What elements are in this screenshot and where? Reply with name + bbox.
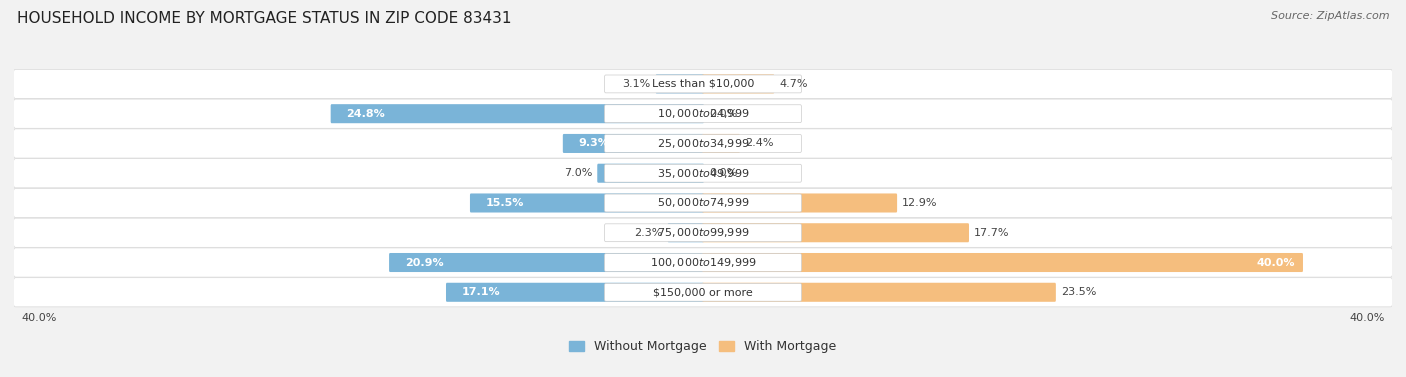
FancyBboxPatch shape — [605, 164, 801, 182]
Text: 17.7%: 17.7% — [974, 228, 1010, 238]
Text: 2.4%: 2.4% — [745, 138, 773, 149]
FancyBboxPatch shape — [702, 253, 1303, 272]
Text: 20.9%: 20.9% — [405, 257, 443, 268]
FancyBboxPatch shape — [470, 193, 704, 213]
FancyBboxPatch shape — [446, 283, 704, 302]
Text: 24.8%: 24.8% — [346, 109, 385, 119]
FancyBboxPatch shape — [605, 135, 801, 152]
FancyBboxPatch shape — [598, 164, 704, 183]
FancyBboxPatch shape — [605, 224, 801, 242]
FancyBboxPatch shape — [389, 253, 704, 272]
Text: Less than $10,000: Less than $10,000 — [652, 79, 754, 89]
FancyBboxPatch shape — [605, 194, 801, 212]
Text: 17.1%: 17.1% — [461, 287, 501, 297]
FancyBboxPatch shape — [702, 283, 1056, 302]
FancyBboxPatch shape — [668, 223, 704, 242]
Text: 9.3%: 9.3% — [579, 138, 610, 149]
Text: $75,000 to $99,999: $75,000 to $99,999 — [657, 226, 749, 239]
Text: 15.5%: 15.5% — [486, 198, 524, 208]
Text: Source: ZipAtlas.com: Source: ZipAtlas.com — [1271, 11, 1389, 21]
FancyBboxPatch shape — [13, 99, 1393, 128]
Text: $25,000 to $34,999: $25,000 to $34,999 — [657, 137, 749, 150]
Text: 2.3%: 2.3% — [634, 228, 662, 238]
Legend: Without Mortgage, With Mortgage: Without Mortgage, With Mortgage — [564, 336, 842, 359]
Text: 7.0%: 7.0% — [564, 168, 592, 178]
FancyBboxPatch shape — [13, 218, 1393, 247]
Text: 0.0%: 0.0% — [709, 109, 737, 119]
FancyBboxPatch shape — [702, 223, 969, 242]
FancyBboxPatch shape — [605, 254, 801, 271]
Text: $50,000 to $74,999: $50,000 to $74,999 — [657, 196, 749, 210]
Text: $10,000 to $24,999: $10,000 to $24,999 — [657, 107, 749, 120]
Text: 12.9%: 12.9% — [903, 198, 938, 208]
FancyBboxPatch shape — [13, 278, 1393, 307]
FancyBboxPatch shape — [13, 69, 1393, 98]
FancyBboxPatch shape — [13, 188, 1393, 218]
FancyBboxPatch shape — [702, 134, 740, 153]
Text: 3.1%: 3.1% — [623, 79, 651, 89]
Text: 40.0%: 40.0% — [1256, 257, 1295, 268]
FancyBboxPatch shape — [605, 284, 801, 301]
Text: $150,000 or more: $150,000 or more — [654, 287, 752, 297]
Text: HOUSEHOLD INCOME BY MORTGAGE STATUS IN ZIP CODE 83431: HOUSEHOLD INCOME BY MORTGAGE STATUS IN Z… — [17, 11, 512, 26]
Text: 40.0%: 40.0% — [1350, 313, 1385, 323]
FancyBboxPatch shape — [605, 105, 801, 123]
FancyBboxPatch shape — [702, 193, 897, 213]
FancyBboxPatch shape — [13, 129, 1393, 158]
Text: 4.7%: 4.7% — [779, 79, 808, 89]
FancyBboxPatch shape — [655, 74, 704, 93]
Text: 40.0%: 40.0% — [21, 313, 56, 323]
FancyBboxPatch shape — [562, 134, 704, 153]
Text: $100,000 to $149,999: $100,000 to $149,999 — [650, 256, 756, 269]
FancyBboxPatch shape — [13, 248, 1393, 277]
FancyBboxPatch shape — [605, 75, 801, 93]
FancyBboxPatch shape — [702, 74, 775, 93]
FancyBboxPatch shape — [330, 104, 704, 123]
FancyBboxPatch shape — [13, 159, 1393, 188]
Text: $35,000 to $49,999: $35,000 to $49,999 — [657, 167, 749, 180]
Text: 0.0%: 0.0% — [709, 168, 737, 178]
Text: 23.5%: 23.5% — [1062, 287, 1097, 297]
